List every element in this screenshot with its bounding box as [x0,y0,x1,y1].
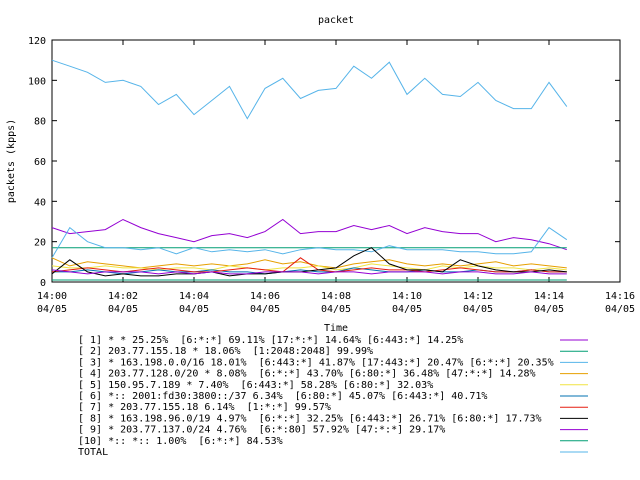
x-tick-label-date: 04/05 [250,304,280,315]
x-tick-label-date: 04/05 [605,304,635,315]
x-tick-label-time: 14:12 [463,291,493,302]
series-line-1 [51,218,567,251]
legend-label: [ 5] 150.95.7.189 * 7.40% [6:443:*] 58.2… [78,380,433,391]
x-tick-label-time: 14:02 [108,291,138,302]
legend-label: [ 3] * 163.198.0.0/16 18.01% [6:443:*] 4… [78,357,554,368]
y-tick-label: 120 [28,36,46,47]
legend-label: [ 2] 203.77.155.18 * 18.06% [1:2048:2048… [78,346,373,357]
x-tick-label-time: 14:06 [250,291,280,302]
y-tick-label: 20 [34,238,46,249]
legend-label: [ 1] * * 25.25% [6:*:*] 69.11% [17:*:*] … [78,335,463,346]
x-tick-label-date: 04/05 [37,304,67,315]
x-tick-label-time: 14:14 [534,291,564,302]
x-tick-label-time: 14:10 [392,291,422,302]
x-tick-label-time: 14:00 [37,291,67,302]
x-tick-label-date: 04/05 [534,304,564,315]
legend-label: [ 9] * 203.77.137.0/24 4.76% [6:*:80] 57… [78,425,445,436]
series-line-7 [51,257,567,273]
x-tick-label-date: 04/05 [392,304,422,315]
legend-label: [ 7] * 203.77.155.18 6.14% [1:*:*] 99.57… [78,402,331,413]
y-axis-label: packets (kpps) [6,119,17,203]
x-tick-label-time: 14:08 [321,291,351,302]
x-tick-label-date: 04/05 [179,304,209,315]
y-tick-label: 100 [28,76,46,87]
plot-frame [51,39,621,283]
legend-label: [ 6] *:: 2001:fd30:3800::/37 6.34% [6:80… [78,391,487,402]
x-tick-label-date: 04/05 [321,304,351,315]
series-line-9 [51,269,567,275]
chart-title: packet [318,15,354,26]
series-line-3 [51,226,568,259]
legend-label: [ 8] * 163.198.96.0/19 4.97% [6:*:*] 32.… [78,413,542,424]
y-tick-label: 60 [34,157,46,168]
y-tick-label: 0 [40,278,46,289]
series-line-8 [51,247,567,277]
legend-label: [10] *:: *:: 1.00% [6:*:*] 84.53% [78,436,283,447]
legend-label: TOTAL [78,447,108,458]
y-tick-label: 80 [34,117,46,128]
x-tick-label-time: 14:04 [179,291,209,302]
y-tick-label: 40 [34,197,46,208]
x-axis-label: Time [324,323,348,334]
series-line-11 [51,59,568,120]
series-line-4 [51,257,567,269]
x-tick-label-time: 14:16 [605,291,635,302]
legend-label: [ 4] 203.77.128.0/20 * 8.08% [6:*:*] 43.… [78,369,536,380]
x-tick-label-date: 04/05 [463,304,493,315]
x-tick-label-date: 04/05 [108,304,138,315]
